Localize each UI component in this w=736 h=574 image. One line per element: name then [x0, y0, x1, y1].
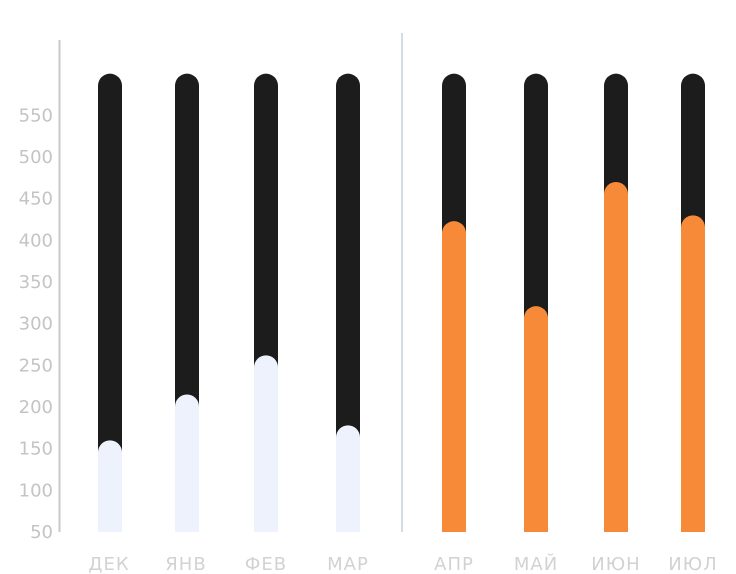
y-tick-label: 100	[19, 480, 53, 501]
bar-value	[254, 355, 278, 532]
bar-ЯНВ	[175, 73, 199, 533]
x-tick-label: ИЮН	[591, 554, 640, 574]
bars	[98, 73, 705, 533]
bar-ИЮЛ	[681, 73, 705, 533]
bar-АПР	[442, 73, 466, 533]
x-tick-label: МАЙ	[514, 553, 558, 574]
bar-value	[442, 221, 466, 532]
y-tick-label: 500	[19, 147, 53, 168]
y-tick-label: 450	[19, 189, 53, 210]
bar-ФЕВ	[254, 73, 278, 533]
bar-value	[98, 440, 122, 532]
x-tick-label: АПР	[434, 554, 474, 574]
x-tick-label: ФЕВ	[245, 554, 287, 574]
y-tick-label: 50	[30, 522, 53, 543]
bar-value	[175, 394, 199, 532]
y-tick-label: 350	[19, 272, 53, 293]
category-labels: ДЕК ЯНВ ФЕВ МАР АПР МАЙ ИЮН ИЮЛ	[88, 553, 717, 574]
y-tick-label: 200	[19, 397, 53, 418]
x-tick-label: МАР	[327, 554, 369, 574]
bar-ДЕК	[98, 73, 122, 533]
y-tick-label: 550	[19, 105, 53, 126]
bar-value	[524, 306, 548, 532]
bar-track	[336, 73, 360, 533]
bar-ИЮН	[604, 73, 628, 533]
x-tick-label: ЯНВ	[165, 554, 206, 574]
y-tick-label: 300	[19, 314, 53, 335]
bar-track	[98, 73, 122, 533]
x-tick-label: ИЮЛ	[668, 554, 717, 574]
y-tick-label: 400	[19, 230, 53, 251]
bar-value	[336, 425, 360, 532]
bar-value	[604, 182, 628, 532]
y-tick-label: 150	[19, 439, 53, 460]
bar-МАР	[336, 73, 360, 533]
y-tick-label: 250	[19, 355, 53, 376]
x-tick-label: ДЕК	[88, 554, 129, 574]
bar-value	[681, 215, 705, 532]
y-axis: 50 100 150 200 250 300 350 400 450 500 550	[19, 40, 61, 543]
bar-МАЙ	[524, 73, 548, 533]
